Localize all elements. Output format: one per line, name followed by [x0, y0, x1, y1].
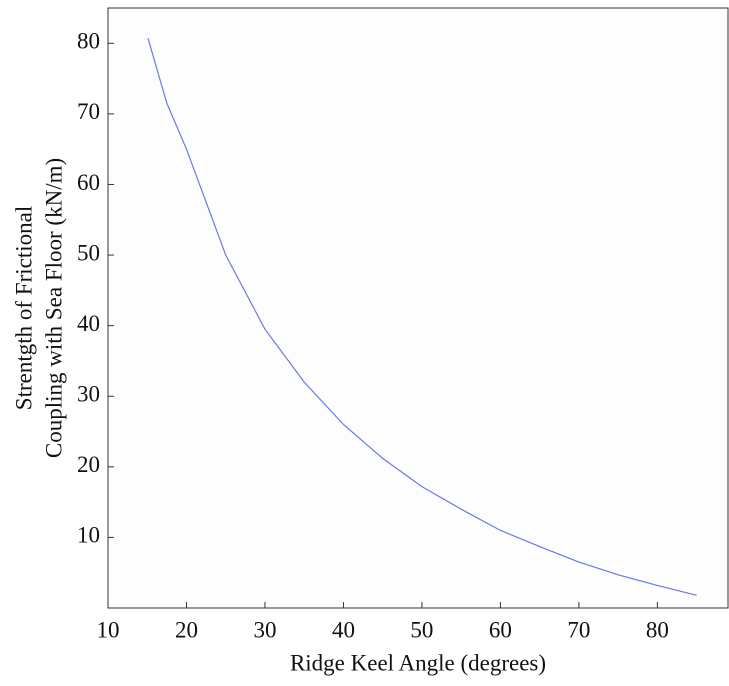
x-tick-label: 50 [410, 617, 433, 642]
y-tick-label: 30 [77, 382, 100, 407]
x-tick-label: 30 [253, 617, 276, 642]
x-tick-label: 80 [646, 617, 669, 642]
y-tick-label: 10 [77, 523, 100, 548]
y-tick-label: 50 [77, 240, 100, 265]
y-axis-label-line: Coupling with Sea Floor (kN/m) [41, 158, 66, 458]
x-axis-label: Ridge Keel Angle (degrees) [290, 650, 546, 675]
y-axis-label: Strentgth of Frictional Coupling with Se… [11, 158, 66, 458]
plot-frame [107, 7, 729, 609]
x-tick-label: 60 [489, 617, 512, 642]
y-tick-label: 60 [77, 170, 100, 195]
y-axis-label-line: Strentgth of Frictional [11, 206, 36, 410]
y-tick-label: 70 [77, 99, 100, 124]
y-tick-label: 80 [77, 29, 100, 54]
x-tick-label: 10 [97, 617, 120, 642]
x-tick-label: 70 [567, 617, 590, 642]
y-tick-label: 40 [77, 311, 100, 336]
x-tick-label: 20 [175, 617, 198, 642]
y-tick-label: 20 [77, 452, 100, 477]
x-tick-label: 40 [332, 617, 355, 642]
data-line [147, 38, 697, 596]
